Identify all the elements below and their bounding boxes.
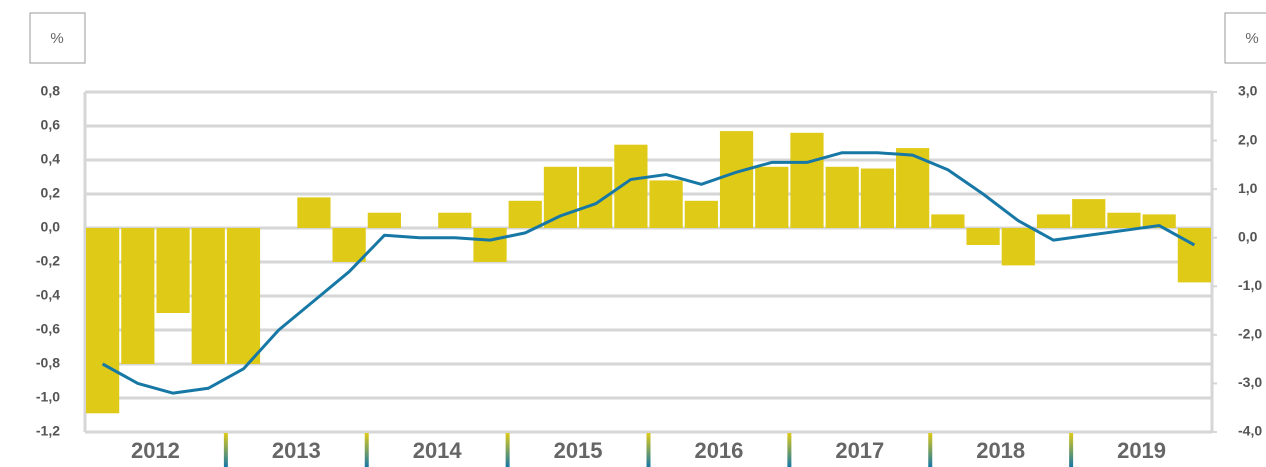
bar <box>1107 212 1141 228</box>
bar <box>896 148 930 228</box>
bar <box>1036 214 1071 228</box>
unit-box <box>29 12 86 64</box>
bar <box>191 228 225 364</box>
bar <box>438 212 472 228</box>
year-separator <box>928 433 933 467</box>
bar <box>226 228 261 364</box>
bar <box>543 166 578 228</box>
y-tick-label: 0,2 <box>41 185 61 201</box>
line <box>101 151 1196 395</box>
bar <box>86 228 120 414</box>
x-tick-label: 2012 <box>131 438 180 463</box>
bar <box>1001 228 1035 266</box>
y-tick-label: -1,0 <box>36 389 60 405</box>
x-tick-label: 2018 <box>976 438 1025 463</box>
y2-tick-label: -3,0 <box>1238 374 1262 390</box>
bar <box>1072 199 1106 228</box>
y-tick-label: 0,6 <box>41 117 61 133</box>
y-tick-label: -0,4 <box>36 287 60 303</box>
year-separator <box>505 433 510 467</box>
bar <box>931 214 965 228</box>
bar <box>649 180 683 228</box>
bar <box>966 228 1000 245</box>
y-tick-label: -0,2 <box>36 253 60 269</box>
bar <box>1177 228 1211 283</box>
y-tick-label: -0,8 <box>36 355 60 371</box>
bar <box>332 228 366 262</box>
x-tick-label: 2019 <box>1117 438 1166 463</box>
y2-tick-label: -2,0 <box>1238 326 1262 342</box>
bar <box>156 228 190 313</box>
bar <box>860 168 895 228</box>
y-unit: % <box>50 30 63 47</box>
bar <box>790 132 824 228</box>
bar <box>297 197 331 228</box>
y2-tick-label: -4,0 <box>1238 423 1262 439</box>
year-separator <box>364 433 369 467</box>
y-tick-label: 0,0 <box>41 219 61 235</box>
bar <box>684 200 718 228</box>
bar <box>121 228 155 364</box>
y-tick-label: -1,2 <box>36 423 60 439</box>
y2-unit: % <box>1245 30 1258 47</box>
bar <box>367 212 401 228</box>
y2-tick-label: 3,0 <box>1238 83 1258 99</box>
bar <box>473 228 507 262</box>
y2-tick-label: -1,0 <box>1238 277 1262 293</box>
y2-tick-label: 2,0 <box>1238 131 1258 147</box>
y-tick-label: 0,8 <box>41 83 61 99</box>
x-tick-label: 2013 <box>272 438 321 463</box>
y2-tick-label: 0,0 <box>1238 228 1258 244</box>
year-separator <box>1069 433 1074 467</box>
year-separator <box>646 433 651 467</box>
bar <box>1142 214 1176 228</box>
bar <box>755 166 789 228</box>
year-separator <box>223 433 228 467</box>
bar <box>719 131 754 228</box>
y-tick-label: -0,6 <box>36 321 60 337</box>
year-separator <box>787 433 792 467</box>
x-tick-label: 2017 <box>835 438 884 463</box>
x-tick-label: 2015 <box>554 438 603 463</box>
x-tick-label: 2016 <box>694 438 743 463</box>
unit-box <box>1224 12 1266 64</box>
bar <box>508 200 542 228</box>
x-tick-label: 2014 <box>413 438 463 463</box>
y2-tick-label: 1,0 <box>1238 180 1258 196</box>
bar <box>825 166 859 228</box>
y-tick-label: 0,4 <box>41 151 61 167</box>
